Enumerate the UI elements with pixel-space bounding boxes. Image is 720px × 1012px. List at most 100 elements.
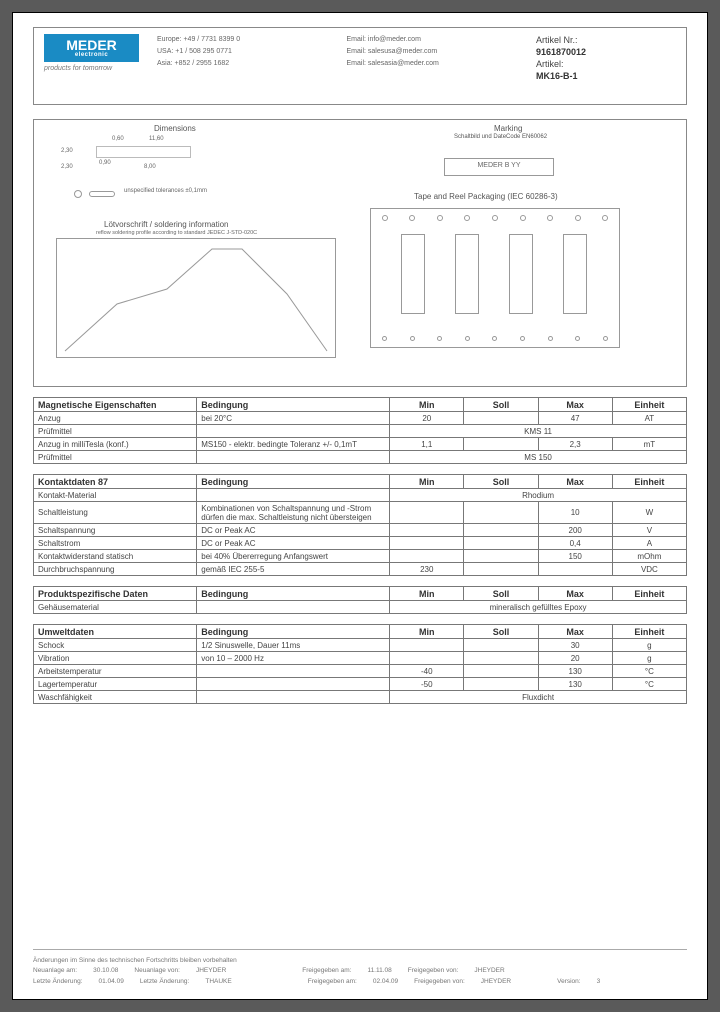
table-row: Lagertemperatur-50130°C xyxy=(34,678,687,691)
f1b: Neuanlage von: xyxy=(134,966,180,976)
cell-soll xyxy=(464,639,538,652)
article-info: Artikel Nr.: 9161870012 Artikel: MK16-B-… xyxy=(536,34,676,83)
f2b: Letzte Änderung: xyxy=(140,977,190,987)
cell-min xyxy=(390,537,464,550)
email-3: Email: salesasia@meder.com xyxy=(347,58,519,70)
cell-unit: °C xyxy=(612,665,686,678)
sprocket-icon xyxy=(410,336,415,341)
cell-prop: Anzug in milliTesla (konf.) xyxy=(34,438,197,451)
company-logo: MEDER electronic xyxy=(44,34,139,62)
cell-min xyxy=(390,524,464,537)
pocket-4 xyxy=(563,234,587,314)
cell-soll xyxy=(464,550,538,563)
f1dv: JHEYDER xyxy=(474,966,504,976)
footer: Änderungen im Sinne des technischen Fort… xyxy=(33,949,687,987)
cell-min xyxy=(390,550,464,563)
cell-unit: V xyxy=(612,524,686,537)
dim-d5: 8,00 xyxy=(144,164,156,170)
cell-min xyxy=(390,639,464,652)
cell-prop: Schaltspannung xyxy=(34,524,197,537)
cell-unit: g xyxy=(612,639,686,652)
cell-cond: gemäß IEC 255-5 xyxy=(197,563,390,576)
sprocket-icon xyxy=(382,215,388,221)
sprocket-icon xyxy=(492,336,497,341)
dim-d3b: 2,30 xyxy=(61,164,73,170)
th-min: Min xyxy=(390,475,464,489)
cell-min xyxy=(390,502,464,524)
th-min: Min xyxy=(390,587,464,601)
cell-prop: Kontaktwiderstand statisch xyxy=(34,550,197,563)
table-row: SchaltleistungKombinationen von Schaltsp… xyxy=(34,502,687,524)
th-soll: Soll xyxy=(464,398,538,412)
sprocket-icon xyxy=(548,336,553,341)
cell-unit: °C xyxy=(612,678,686,691)
th-max: Max xyxy=(538,475,612,489)
cell-min: 230 xyxy=(390,563,464,576)
cell-soll xyxy=(464,412,538,425)
cell-cond: bei 40% Übererregung Anfangswert xyxy=(197,550,390,563)
cell-unit: g xyxy=(612,652,686,665)
f2e: Version: xyxy=(557,977,581,987)
cell-prop: Prüfmittel xyxy=(34,425,197,438)
cell-cond xyxy=(197,489,390,502)
pocket-2 xyxy=(455,234,479,314)
table-row: Gehäusematerialmineralisch gefülltes Epo… xyxy=(34,601,687,614)
cell-prop: Anzug xyxy=(34,412,197,425)
dim-d1: 0,60 xyxy=(112,136,124,142)
t4-body: Schock1/2 Sinuswelle, Dauer 11ms30gVibra… xyxy=(34,639,687,704)
cell-cond xyxy=(197,601,390,614)
cell-cond: DC or Peak AC xyxy=(197,537,390,550)
cell-prop: Vibration xyxy=(34,652,197,665)
f2ev: 3 xyxy=(597,977,601,987)
table-row: Prüfmittel KMS 11 xyxy=(34,425,687,438)
cell-unit: mOhm xyxy=(612,550,686,563)
cell-max: 30 xyxy=(538,639,612,652)
dim-d2: 11,60 xyxy=(149,136,164,142)
pill-icon xyxy=(89,191,115,197)
f2d: Freigegeben von: xyxy=(414,977,465,987)
th-soll: Soll xyxy=(464,587,538,601)
f1bv: JHEYDER xyxy=(196,966,226,976)
contact-usa: USA: +1 / 508 295 0771 xyxy=(157,46,329,58)
f2cv: 02.04.09 xyxy=(373,977,398,987)
table-row: Kontaktwiderstand statischbei 40% Überer… xyxy=(34,550,687,563)
article-nr-label: Artikel Nr.: xyxy=(536,34,676,46)
cell-max: 10 xyxy=(538,502,612,524)
th-cond: Bedingung xyxy=(197,398,390,412)
th-title: Produktspezifische Daten xyxy=(34,587,197,601)
th-soll: Soll xyxy=(464,475,538,489)
contact-region: Europe: +49 / 7731 8399 0 USA: +1 / 508 … xyxy=(157,34,329,70)
cell-max: 2,3 xyxy=(538,438,612,451)
footer-row-2: Letzte Änderung: 01.04.09 Letzte Änderun… xyxy=(33,977,687,987)
table-row: Schock1/2 Sinuswelle, Dauer 11ms30g xyxy=(34,639,687,652)
cell-cond xyxy=(197,691,390,704)
cell-prop: Arbeitstemperatur xyxy=(34,665,197,678)
sprocket-icon xyxy=(520,215,526,221)
contact-emails: Email: info@meder.com Email: salesusa@me… xyxy=(347,34,519,70)
th-min: Min xyxy=(390,625,464,639)
cell-merged: Rhodium xyxy=(390,489,687,502)
cell-min: -50 xyxy=(390,678,464,691)
table-row: Durchbruchspannunggemäß IEC 255-5230VDC xyxy=(34,563,687,576)
cell-cond xyxy=(197,451,390,464)
f2av: 01.04.09 xyxy=(99,977,124,987)
sprocket-icon xyxy=(547,215,553,221)
sprocket-icon xyxy=(520,336,525,341)
sprocket-icon xyxy=(603,336,608,341)
cell-unit: W xyxy=(612,502,686,524)
cell-merged: KMS 11 xyxy=(390,425,687,438)
table-magnetic: Magnetische Eigenschaften Bedingung Min … xyxy=(33,397,687,464)
header-box: MEDER electronic products for tomorrow E… xyxy=(33,27,687,105)
th-unit: Einheit xyxy=(612,625,686,639)
cell-max: 0,4 xyxy=(538,537,612,550)
cell-cond: MS150 - elektr. bedingte Toleranz +/- 0,… xyxy=(197,438,390,451)
t1-body: Anzugbei 20°C2047ATPrüfmittelKMS 11Anzug… xyxy=(34,412,687,464)
dim-d4: 0,90 xyxy=(99,160,111,166)
sprocket-icon xyxy=(409,215,415,221)
cell-max: 200 xyxy=(538,524,612,537)
cell-min xyxy=(390,652,464,665)
dimensions-title: Dimensions xyxy=(154,124,196,133)
cell-soll xyxy=(464,563,538,576)
dim-d3: 2,30 xyxy=(61,148,73,154)
th-title: Kontaktdaten 87 xyxy=(34,475,197,489)
